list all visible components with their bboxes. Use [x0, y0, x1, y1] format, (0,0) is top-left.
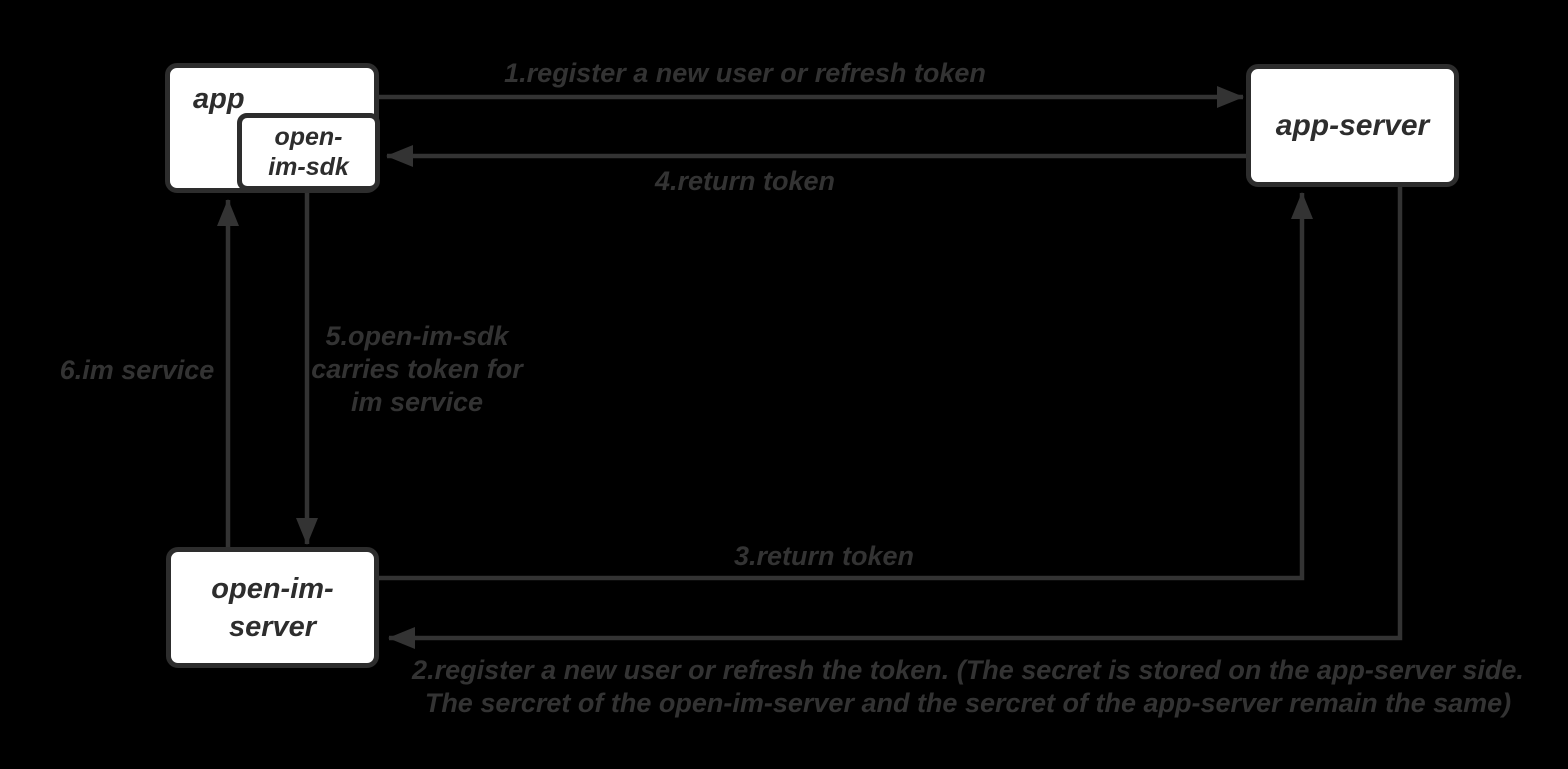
edge-label-step6: 6.im service [59, 355, 215, 385]
node-open-im-server-label-line2: server [228, 610, 317, 643]
node-open-im-sdk-label-line1: open- [274, 123, 343, 151]
edge-label-step5: 5.open-im-sdk carries token for im servi… [311, 320, 523, 419]
edge-label-step1: 1.register a new user or refresh token [504, 58, 986, 88]
edge-label-step5-line1: 5.open-im-sdk [325, 321, 509, 351]
node-app-server-label: app-server [1275, 108, 1430, 142]
node-open-im-server-label-line1: open-im- [211, 572, 334, 605]
edge-step2-arrow [388, 187, 1403, 649]
edge-label-step5-line2: carries token for [311, 354, 523, 384]
node-open-im-server: open-im- server [166, 547, 379, 668]
edge-label-step2-line1: 2.register a new user or refresh the tok… [412, 655, 1524, 685]
edge-label-step2-line2: The sercret of the open-im-server and th… [424, 688, 1512, 718]
node-app-label: app [193, 83, 245, 115]
node-app-server: app-server [1246, 64, 1459, 187]
edge-label-step4: 4.return token [654, 166, 836, 196]
edge-label-step2: 2.register a new user or refresh the tok… [412, 654, 1524, 720]
node-open-im-sdk: open- im-sdk [237, 113, 380, 191]
edge-label-step5-line3: im service [350, 387, 484, 417]
edge-step3-arrow [378, 192, 1313, 581]
edge-label-step3: 3.return token [733, 541, 915, 571]
node-open-im-sdk-label-line2: im-sdk [268, 153, 349, 181]
